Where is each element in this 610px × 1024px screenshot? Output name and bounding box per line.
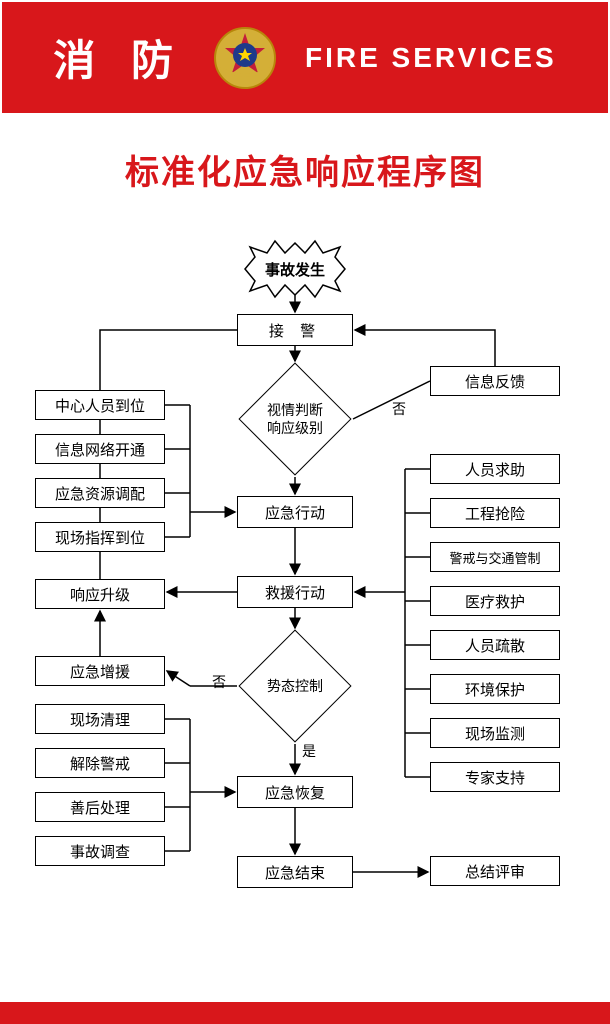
node-site-monitoring: 现场监测 [430,718,560,748]
node-site-cleanup: 现场清理 [35,704,165,734]
node-command-in-place: 现场指挥到位 [35,522,165,552]
node-info-feedback: 信息反馈 [430,366,560,396]
flowchart-container: 事故发生 接 警 视情判断 响应级别 应急行动 救援行动 势态控制 应急恢复 应… [0,194,610,1014]
node-emergency-reinforce: 应急增援 [35,656,165,686]
start-starburst: 事故发生 [235,239,355,299]
node-network-open: 信息网络开通 [35,434,165,464]
node-expert-support: 专家支持 [430,762,560,792]
node-summary-review: 总结评审 [430,856,560,886]
node-aftermath: 善后处理 [35,792,165,822]
start-label: 事故发生 [265,259,325,280]
node-staff-in-place: 中心人员到位 [35,390,165,420]
node-judge-level: 视情判断 响应级别 [255,379,335,459]
label-no-2: 否 [212,672,226,692]
node-resource-allocation: 应急资源调配 [35,478,165,508]
node-emergency-action: 应急行动 [237,496,353,528]
node-situation-control: 势态控制 [255,646,335,726]
label-yes: 是 [302,741,316,761]
node-emergency-end: 应急结束 [237,856,353,888]
header-title-cn: 消 防 [53,27,185,88]
node-traffic-control: 警戒与交通管制 [430,542,560,572]
node-engineering-rescue: 工程抢险 [430,498,560,528]
header-title-en: FIRE SERVICES [305,42,557,74]
node-response-upgrade: 响应升级 [35,579,165,609]
page-title: 标准化应急响应程序图 [0,145,610,194]
node-emergency-recovery: 应急恢复 [237,776,353,808]
footer-bar [0,1002,610,1024]
fire-emblem-icon [205,18,285,98]
node-environment-protection: 环境保护 [430,674,560,704]
node-receive-alarm: 接 警 [237,314,353,346]
label-no-1: 否 [392,399,406,419]
node-people-help: 人员求助 [430,454,560,484]
header-banner: 消 防 FIRE SERVICES [0,0,610,115]
node-remove-alert: 解除警戒 [35,748,165,778]
node-medical-care: 医疗救护 [430,586,560,616]
node-rescue-action: 救援行动 [237,576,353,608]
node-evacuation: 人员疏散 [430,630,560,660]
node-accident-investigation: 事故调查 [35,836,165,866]
